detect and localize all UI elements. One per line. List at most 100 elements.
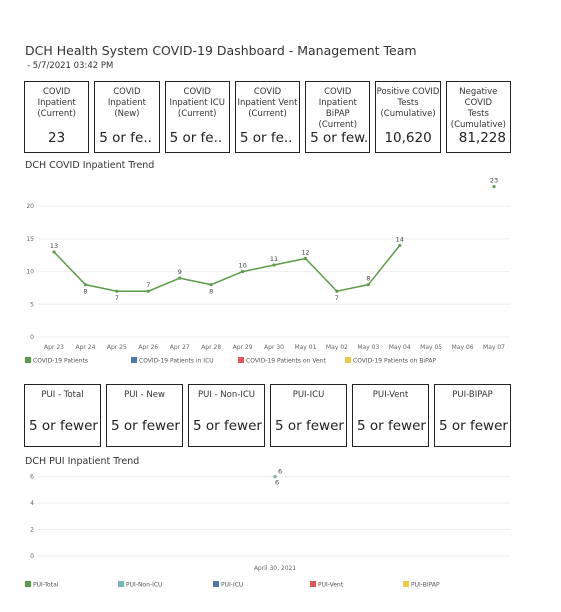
x-tick-label: April 30, 2021: [254, 565, 297, 572]
kpi-label: PUI-BIPAP: [452, 390, 493, 400]
data-label: 23: [490, 177, 498, 185]
kpi-label: COVID Inpatient (New): [107, 87, 146, 119]
legend-swatch: [118, 581, 124, 587]
dashboard-subtitle: - 5/7/2021 03:42 PM: [27, 61, 113, 71]
kpi-value: 5 or fewer: [111, 418, 180, 434]
legend-label: PUI-Non-ICU: [126, 582, 162, 589]
kpi-card: COVID Inpatient ICU (Current) 5 or fe..: [164, 81, 230, 153]
kpi-card: COVID Inpatient (New) 5 or fe..: [94, 81, 160, 153]
legend-label: COVID-19 Patients: [33, 358, 88, 365]
x-tick-label: Apr 25: [107, 344, 127, 351]
x-tick-label: May 03: [357, 344, 379, 351]
kpi-value: 5 or few..: [310, 130, 370, 146]
data-point: [398, 243, 402, 248]
data-point: [115, 289, 119, 293]
y-tick-label: 5: [30, 301, 34, 308]
kpi-card: PUI-ICU 5 or fewer: [270, 384, 347, 447]
kpi-label: Positive COVID Tests (Cumulative): [376, 87, 440, 119]
kpi-value: 5 or fewer: [357, 418, 426, 434]
data-label: 9: [178, 268, 182, 276]
data-label: 11: [270, 255, 278, 263]
y-tick-label: 15: [26, 236, 34, 243]
kpi-label: PUI-ICU: [292, 390, 325, 400]
y-tick-label: 20: [26, 203, 34, 210]
kpi-value: 10,620: [384, 130, 432, 146]
series-line: [53, 244, 401, 293]
legend-swatch: [403, 581, 409, 587]
legend-swatch: [213, 581, 219, 587]
x-tick-label: Apr 28: [201, 344, 221, 351]
kpi-label: COVID Inpatient (Current): [37, 87, 76, 119]
chart-title: DCH COVID Inpatient Trend: [25, 160, 154, 171]
legend-label: PUI-ICU: [221, 582, 243, 589]
data-label: 13: [50, 242, 58, 250]
kpi-value: 5 or fewer: [29, 418, 98, 434]
data-point: [240, 269, 245, 274]
data-point: [83, 283, 88, 287]
x-tick-label: Apr 24: [75, 344, 95, 351]
x-tick-label: Apr 29: [233, 344, 253, 351]
data-point: [52, 250, 56, 254]
data-point: [492, 184, 496, 189]
kpi-card: PUI-Vent 5 or fewer: [352, 384, 429, 447]
kpi-card: COVID Inpatient BiPAP (Current) 5 or few.…: [305, 81, 371, 153]
x-tick-label: May 06: [452, 344, 474, 351]
kpi-label: PUI - Total: [41, 390, 84, 400]
data-point: [273, 475, 277, 479]
x-tick-label: Apr 27: [170, 344, 190, 351]
kpi-label: COVID Inpatient ICU (Current): [169, 87, 225, 119]
kpi-label: COVID Inpatient BiPAP (Current): [318, 87, 358, 130]
data-label: 12: [301, 249, 309, 257]
kpi-value: 81,228: [458, 130, 506, 146]
kpi-value: 5 or fe..: [239, 130, 293, 146]
x-tick-label: Apr 26: [138, 344, 158, 351]
legend-swatch: [310, 581, 316, 587]
kpi-card: PUI - Total 5 or fewer: [24, 384, 101, 447]
kpi-label: Negative COVID Tests (Cumulative): [450, 87, 506, 130]
legend-swatch: [238, 357, 244, 363]
kpi-value: 23: [48, 130, 66, 146]
kpi-card: COVID Inpatient (Current) 23: [24, 81, 90, 153]
kpi-label: PUI - New: [124, 390, 165, 400]
data-label: 8: [83, 288, 87, 296]
kpi-card: PUI-BIPAP 5 or fewer: [434, 384, 511, 447]
y-tick-label: 0: [30, 334, 34, 341]
legend-swatch: [345, 357, 351, 363]
legend-label: PUI-Total: [33, 582, 59, 589]
x-tick-label: Apr 23: [44, 344, 64, 351]
legend-label: PUI-Vent: [318, 582, 344, 589]
data-point: [303, 256, 308, 261]
data-point: [146, 289, 150, 293]
kpi-value: 5 or fe..: [169, 130, 223, 146]
kpi-value: 5 or fewer: [275, 418, 344, 434]
chart-title: DCH PUI Inpatient Trend: [25, 456, 139, 467]
kpi-label: PUI-Vent: [372, 390, 409, 400]
data-label: 7: [335, 294, 339, 302]
y-tick-label: 10: [26, 269, 34, 276]
data-point: [178, 276, 182, 280]
kpi-value: 5 or fewer: [193, 418, 262, 434]
kpi-value: 5 or fewer: [439, 418, 508, 434]
kpi-label: PUI - Non-ICU: [197, 390, 255, 400]
data-label: 6: [278, 468, 282, 476]
kpi-card: PUI - Non-ICU 5 or fewer: [188, 384, 265, 447]
kpi-label: COVID Inpatient Vent (Current): [237, 87, 298, 119]
data-label: 8: [209, 288, 213, 296]
y-tick-label: 0: [30, 553, 34, 560]
legend-label: COVID-19 Patients on BiPAP: [353, 358, 436, 365]
legend-label: PUI-BIPAP: [411, 582, 440, 589]
kpi-card: COVID Inpatient Vent (Current) 5 or fe..: [234, 81, 301, 153]
data-label: 10: [238, 262, 246, 270]
y-tick-label: 2: [30, 527, 34, 534]
legend-swatch: [131, 357, 137, 363]
kpi-card: PUI - New 5 or fewer: [106, 384, 183, 447]
kpi-card: Positive COVID Tests (Cumulative) 10,620: [375, 81, 441, 153]
legend-swatch: [25, 581, 31, 587]
x-tick-label: May 02: [326, 344, 348, 351]
dashboard-title: DCH Health System COVID-19 Dashboard - M…: [25, 43, 417, 58]
data-label: 8: [366, 275, 370, 283]
legend-label: COVID-19 Patients in ICU: [139, 358, 214, 365]
data-point: [272, 263, 276, 267]
